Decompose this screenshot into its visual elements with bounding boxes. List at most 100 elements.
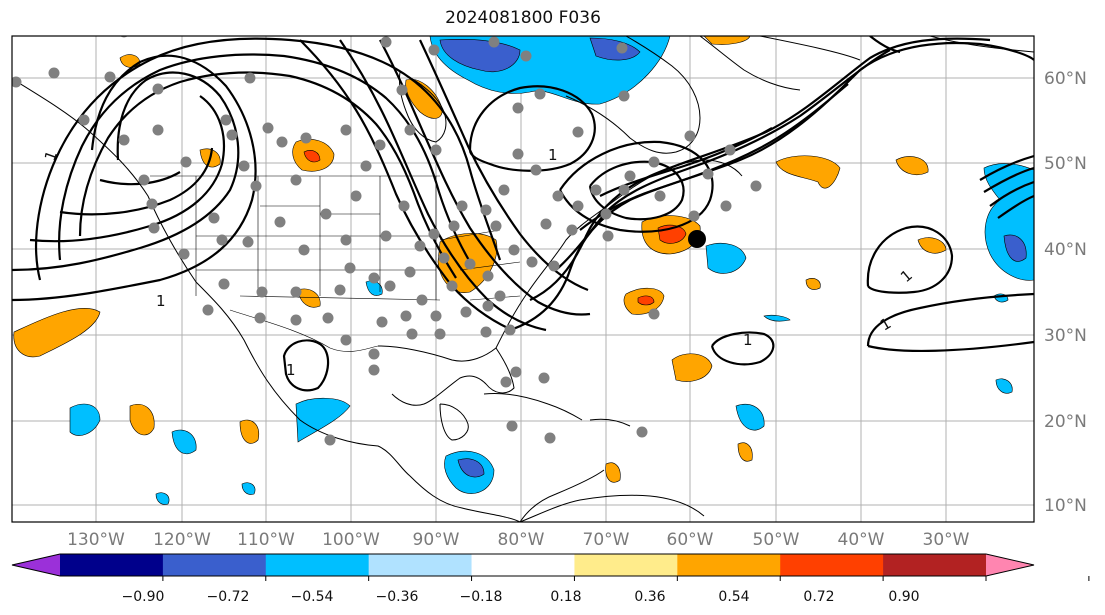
coastline-labrador xyxy=(565,36,701,154)
station-marker xyxy=(618,90,630,102)
colorbar-tick-label: −0.18 xyxy=(460,589,503,605)
station-marker xyxy=(290,174,302,186)
station-marker xyxy=(12,76,22,88)
longitude-label: 100°W xyxy=(322,530,380,550)
station-marker xyxy=(384,280,396,292)
station-marker xyxy=(404,124,416,136)
shade-negative xyxy=(155,492,170,505)
station-marker xyxy=(600,208,612,220)
contour-line xyxy=(997,194,1034,219)
contour-line xyxy=(989,180,1034,207)
colorbar-tick-label: −0.72 xyxy=(207,589,250,605)
latitude-label: 30°N xyxy=(1044,326,1087,346)
station-marker xyxy=(510,366,522,378)
contour-label: 1 xyxy=(743,331,753,349)
station-marker xyxy=(552,190,564,202)
station-marker xyxy=(482,300,494,312)
colorbar-tick-label: −0.54 xyxy=(291,589,334,605)
station-marker xyxy=(526,256,538,268)
station-marker xyxy=(446,280,458,292)
contour-line xyxy=(58,53,471,263)
shade-negative xyxy=(439,39,521,72)
colorbar-segment xyxy=(780,554,884,576)
station-marker xyxy=(654,190,666,202)
colorbar-segment xyxy=(471,554,575,576)
colorbar-segment xyxy=(162,554,267,576)
station-marker xyxy=(180,156,192,168)
shade-negative xyxy=(763,314,791,322)
station-marker xyxy=(368,348,380,360)
colorbar-extend-min xyxy=(12,554,60,576)
shade-negative xyxy=(735,404,765,431)
contour-line xyxy=(509,41,1034,332)
station-marker xyxy=(456,200,468,212)
station-marker xyxy=(618,184,630,196)
contour-line xyxy=(29,95,226,243)
coastline-greenland xyxy=(699,36,801,91)
station-marker xyxy=(530,164,542,176)
station-marker xyxy=(398,200,410,212)
station-marker xyxy=(624,170,636,182)
station-marker xyxy=(376,316,388,328)
station-marker xyxy=(602,230,614,242)
contour-line xyxy=(979,154,1034,181)
map-panel: 1 1 1 1 1 1 1 xyxy=(11,35,1035,523)
station-marker xyxy=(218,278,230,290)
station-marker xyxy=(118,134,130,146)
station-marker xyxy=(340,334,352,346)
station-marker xyxy=(374,139,386,151)
shade-positive xyxy=(775,155,841,189)
longitude-label: 60°W xyxy=(667,530,714,550)
shade-negative xyxy=(589,37,641,61)
station-marker xyxy=(428,228,440,240)
station-marker xyxy=(464,258,476,270)
station-marker xyxy=(720,200,732,212)
station-marker xyxy=(242,236,254,248)
shade-negative xyxy=(241,482,256,495)
station-marker xyxy=(202,304,214,316)
shade-positive xyxy=(239,419,260,444)
colorbar-segments xyxy=(11,553,1090,581)
station-marker xyxy=(488,36,500,48)
station-marker xyxy=(340,124,352,136)
station-marker xyxy=(152,83,164,95)
station-marker xyxy=(544,432,556,444)
colorbar-tick-label: 0.72 xyxy=(803,589,834,605)
contour-line xyxy=(559,140,714,233)
station-marker xyxy=(512,148,524,160)
station-marker xyxy=(494,290,506,302)
longitude-label: 130°W xyxy=(67,530,125,550)
latitude-label: 50°N xyxy=(1044,154,1087,174)
station-marker xyxy=(324,434,336,446)
station-markers xyxy=(12,36,762,446)
contour-line xyxy=(34,37,502,281)
station-marker xyxy=(404,266,416,278)
station-marker xyxy=(482,270,494,282)
contour-line xyxy=(866,225,954,294)
shade-negative xyxy=(705,243,747,274)
station-marker xyxy=(406,328,418,340)
contour-line xyxy=(579,83,849,231)
colorbar-segment xyxy=(60,554,164,576)
station-marker xyxy=(226,129,238,141)
contour-line xyxy=(78,71,457,279)
shade-positive xyxy=(303,150,321,163)
longitude-labels: 130°W 120°W 110°W 100°W 90°W 80°W 70°W 6… xyxy=(67,530,970,550)
station-marker xyxy=(534,88,546,100)
station-marker xyxy=(344,262,356,274)
contour-line xyxy=(710,331,775,366)
latitude-label: 20°N xyxy=(1044,412,1087,432)
station-marker xyxy=(500,376,512,388)
contour-line xyxy=(12,54,257,302)
longitude-label: 40°W xyxy=(838,530,885,550)
station-marker xyxy=(146,198,158,210)
shade-positive xyxy=(671,353,713,382)
shade-negative xyxy=(1003,234,1027,262)
station-marker xyxy=(702,168,714,180)
contour-line xyxy=(282,339,330,392)
shade-positive xyxy=(405,79,443,119)
station-marker xyxy=(400,310,412,322)
longitude-label: 120°W xyxy=(153,530,211,550)
longitude-label: 30°W xyxy=(923,530,970,550)
colorbar-ticks: −0.90 −0.72 −0.54 −0.36 −0.18 0.18 0.36 … xyxy=(122,589,920,605)
